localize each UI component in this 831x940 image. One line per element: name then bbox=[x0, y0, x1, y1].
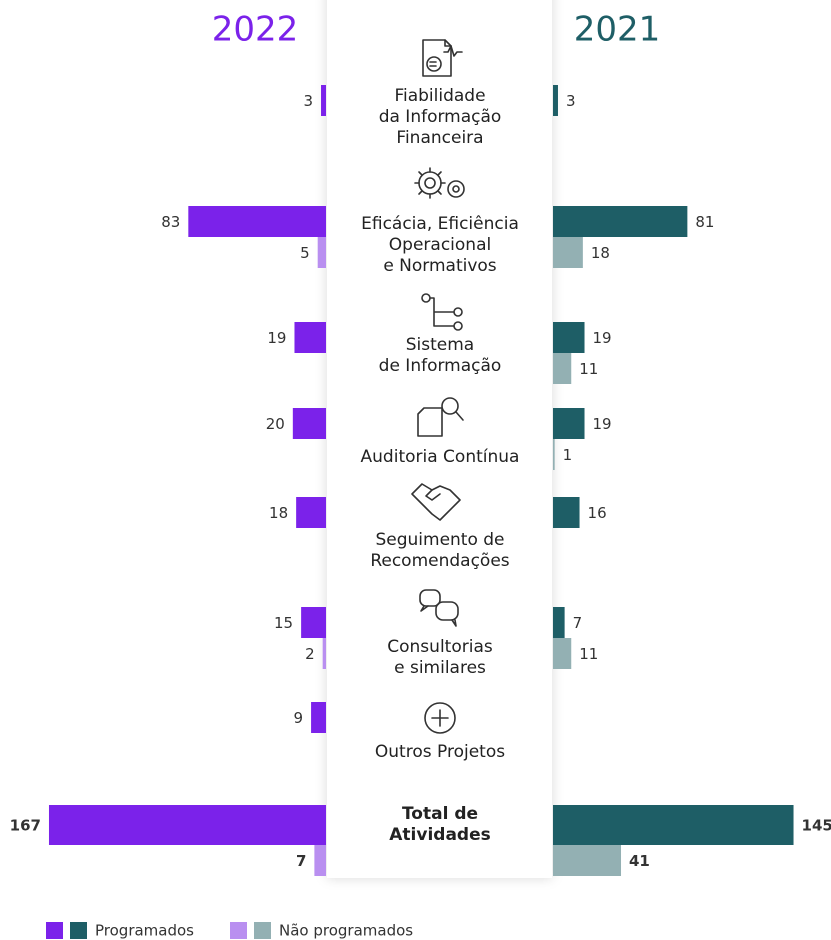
bar bbox=[553, 845, 622, 876]
icon-search-doc bbox=[417, 397, 464, 437]
value-label: 18 bbox=[591, 244, 610, 262]
category-label: da Informação bbox=[379, 107, 502, 127]
value-label: 2 bbox=[305, 645, 315, 663]
bar bbox=[553, 85, 558, 116]
value-label: 20 bbox=[266, 415, 285, 433]
category-label: Auditoria Contínua bbox=[361, 447, 520, 467]
bar bbox=[301, 607, 326, 638]
category-label: Consultorias bbox=[387, 637, 493, 657]
bar bbox=[188, 206, 326, 237]
value-label: 81 bbox=[695, 213, 714, 231]
category-label: Seguimento de bbox=[375, 530, 504, 550]
bar bbox=[317, 237, 326, 268]
bar bbox=[294, 322, 326, 353]
value-label: 16 bbox=[588, 504, 607, 522]
category-label: Fiabilidade bbox=[394, 86, 485, 106]
value-label: 1 bbox=[563, 446, 573, 464]
bar bbox=[311, 702, 326, 733]
bar bbox=[296, 497, 326, 528]
category-label: Financeira bbox=[396, 128, 483, 148]
value-label: 19 bbox=[593, 415, 612, 433]
value-label: 145 bbox=[802, 817, 831, 835]
value-label: 18 bbox=[269, 504, 288, 522]
value-label: 7 bbox=[573, 614, 583, 632]
category-label: Outros Projetos bbox=[375, 742, 505, 762]
category-label: Sistema bbox=[406, 335, 474, 355]
value-label: 7 bbox=[296, 852, 306, 870]
icon-plus bbox=[424, 702, 456, 734]
value-label: 83 bbox=[161, 213, 180, 231]
bar bbox=[553, 322, 585, 353]
bar bbox=[553, 638, 572, 669]
bar bbox=[553, 805, 794, 845]
category-label: Recomendações bbox=[370, 551, 509, 571]
value-label: 9 bbox=[294, 709, 304, 727]
category-label: Operacional bbox=[389, 235, 491, 255]
legend-swatch bbox=[46, 922, 63, 939]
value-label: 19 bbox=[267, 329, 286, 347]
bar bbox=[553, 607, 565, 638]
category-label: de Informação bbox=[379, 356, 502, 376]
value-label: 19 bbox=[593, 329, 612, 347]
icon-gears bbox=[414, 167, 465, 199]
bar bbox=[553, 439, 555, 470]
value-label: 15 bbox=[274, 614, 293, 632]
bar bbox=[48, 805, 326, 845]
bar bbox=[553, 408, 585, 439]
value-label: 41 bbox=[629, 852, 650, 870]
bar bbox=[553, 237, 583, 268]
legend-label: Não programados bbox=[279, 922, 413, 940]
value-label: 3 bbox=[566, 92, 576, 110]
center-panel bbox=[327, 0, 552, 878]
bar bbox=[553, 206, 688, 237]
bar bbox=[322, 638, 326, 669]
value-label: 5 bbox=[300, 244, 310, 262]
category-label: Eficácia, Eficiência bbox=[361, 214, 519, 234]
value-label: 3 bbox=[303, 92, 313, 110]
icon-branch bbox=[421, 293, 463, 331]
legend-swatch bbox=[230, 922, 247, 939]
category-label: e Normativos bbox=[383, 256, 496, 276]
bar bbox=[292, 408, 326, 439]
icon-document bbox=[422, 39, 463, 77]
category-label: e similares bbox=[394, 658, 486, 678]
bar bbox=[314, 845, 326, 876]
icon-handshake bbox=[411, 483, 461, 521]
bar bbox=[321, 85, 326, 116]
legend-label: Programados bbox=[95, 922, 194, 940]
legend-swatch bbox=[70, 922, 87, 939]
category-label: Total de bbox=[402, 804, 478, 824]
category-label: Atividades bbox=[389, 825, 490, 845]
icon-chat bbox=[419, 589, 459, 627]
value-label: 11 bbox=[579, 645, 598, 663]
panel-title: 2021 bbox=[574, 10, 661, 50]
panel-title: 2022 bbox=[212, 10, 299, 50]
bar bbox=[553, 497, 580, 528]
value-label: 167 bbox=[10, 817, 41, 835]
bar bbox=[553, 353, 572, 384]
legend-swatch bbox=[254, 922, 271, 939]
value-label: 11 bbox=[579, 360, 598, 378]
